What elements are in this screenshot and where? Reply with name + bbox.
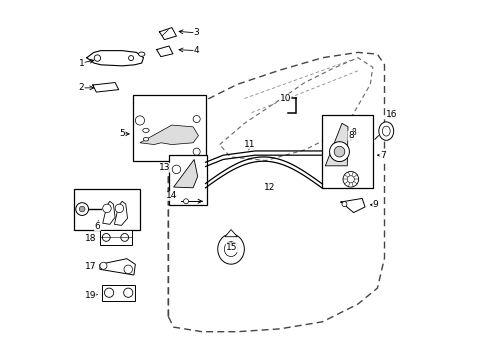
Ellipse shape: [138, 52, 144, 56]
Circle shape: [193, 148, 200, 155]
Text: 4: 4: [193, 46, 199, 55]
Polygon shape: [173, 159, 197, 188]
Circle shape: [172, 165, 181, 174]
Text: 17: 17: [84, 262, 96, 271]
Bar: [321, 115, 372, 188]
Ellipse shape: [143, 138, 148, 141]
Circle shape: [115, 204, 123, 213]
Circle shape: [124, 265, 132, 274]
Polygon shape: [140, 125, 198, 145]
Text: 13: 13: [159, 163, 170, 172]
Text: 2: 2: [79, 84, 84, 93]
Ellipse shape: [224, 242, 237, 257]
Circle shape: [121, 234, 128, 241]
Text: 1: 1: [79, 59, 84, 68]
Ellipse shape: [142, 128, 149, 132]
Text: 5: 5: [119, 130, 125, 139]
Ellipse shape: [378, 122, 393, 140]
Circle shape: [76, 203, 88, 215]
Polygon shape: [159, 28, 176, 40]
Bar: [133, 95, 205, 161]
Polygon shape: [86, 51, 143, 66]
Polygon shape: [100, 230, 132, 244]
Circle shape: [329, 142, 349, 162]
Polygon shape: [100, 259, 135, 275]
Text: 3: 3: [193, 28, 199, 37]
Bar: [169, 155, 206, 205]
Circle shape: [193, 116, 200, 123]
Ellipse shape: [382, 126, 389, 136]
Circle shape: [135, 116, 144, 125]
Text: 18: 18: [84, 234, 96, 243]
Circle shape: [102, 234, 110, 241]
Ellipse shape: [217, 234, 244, 264]
Circle shape: [123, 288, 133, 297]
Text: 9: 9: [372, 200, 378, 209]
Circle shape: [333, 146, 344, 157]
Circle shape: [94, 55, 101, 61]
Text: 11: 11: [244, 140, 255, 149]
Circle shape: [183, 199, 188, 204]
Polygon shape: [102, 284, 135, 301]
Polygon shape: [93, 82, 119, 92]
Text: 19: 19: [84, 291, 96, 300]
Circle shape: [343, 171, 358, 187]
Polygon shape: [340, 198, 364, 213]
Circle shape: [102, 204, 111, 213]
Circle shape: [100, 262, 107, 269]
Polygon shape: [156, 46, 173, 57]
Text: 8: 8: [350, 128, 355, 137]
Polygon shape: [114, 201, 127, 225]
Text: 10: 10: [279, 94, 290, 103]
Text: 15: 15: [226, 243, 237, 252]
Circle shape: [128, 55, 133, 60]
Circle shape: [104, 288, 114, 297]
Polygon shape: [325, 123, 347, 166]
Text: 7: 7: [379, 151, 385, 160]
Circle shape: [341, 202, 346, 207]
Text: 16: 16: [385, 110, 397, 119]
Circle shape: [346, 176, 354, 183]
Bar: [74, 189, 140, 230]
Text: 8: 8: [347, 131, 353, 140]
Polygon shape: [224, 230, 237, 237]
Text: 6: 6: [94, 221, 100, 230]
Text: 14: 14: [166, 192, 177, 201]
Text: 12: 12: [263, 183, 274, 192]
Polygon shape: [102, 201, 115, 224]
Circle shape: [79, 206, 85, 212]
